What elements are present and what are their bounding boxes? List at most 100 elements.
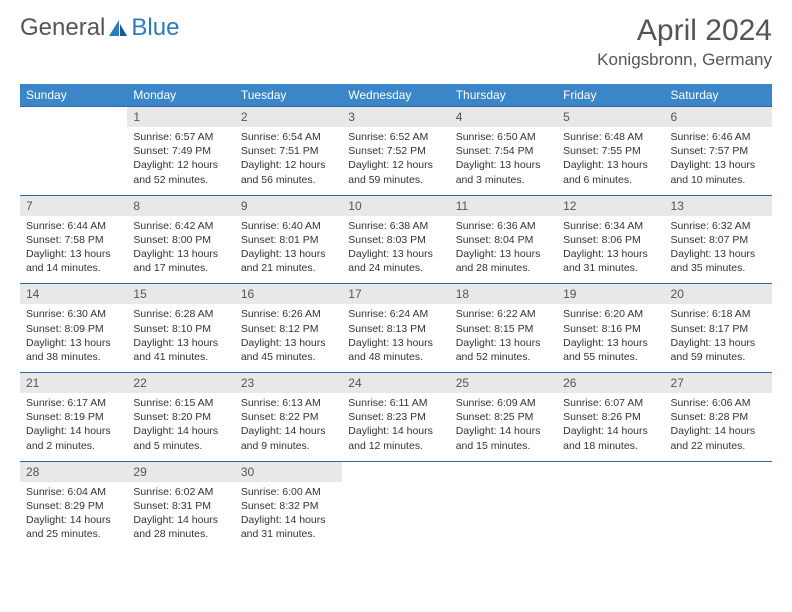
- day-data-cell: Sunrise: 6:13 AMSunset: 8:22 PMDaylight:…: [235, 393, 342, 461]
- day-data-cell: Sunrise: 6:36 AMSunset: 8:04 PMDaylight:…: [450, 216, 557, 284]
- weekday-header: Tuesday: [235, 84, 342, 107]
- logo-sail-icon: [107, 18, 129, 38]
- sunrise-line: Sunrise: 6:46 AM: [671, 130, 766, 144]
- sunset-line: Sunset: 8:12 PM: [241, 322, 336, 336]
- daylight-line: Daylight: 13 hours and 10 minutes.: [671, 158, 766, 186]
- day-data-cell: Sunrise: 6:20 AMSunset: 8:16 PMDaylight:…: [557, 304, 664, 372]
- month-title: April 2024: [597, 14, 772, 48]
- sunrise-line: Sunrise: 6:02 AM: [133, 485, 228, 499]
- day-number-cell: 20: [665, 284, 772, 305]
- day-number-cell: 19: [557, 284, 664, 305]
- daylight-line: Daylight: 13 hours and 3 minutes.: [456, 158, 551, 186]
- sunset-line: Sunset: 7:49 PM: [133, 144, 228, 158]
- day-number-cell: 15: [127, 284, 234, 305]
- sunrise-line: Sunrise: 6:52 AM: [348, 130, 443, 144]
- sunrise-line: Sunrise: 6:24 AM: [348, 307, 443, 321]
- day-number-row: 78910111213: [20, 195, 772, 216]
- day-data-cell: Sunrise: 6:09 AMSunset: 8:25 PMDaylight:…: [450, 393, 557, 461]
- day-number-cell: 16: [235, 284, 342, 305]
- sunset-line: Sunset: 8:06 PM: [563, 233, 658, 247]
- day-number-row: 123456: [20, 107, 772, 128]
- day-data-cell: Sunrise: 6:22 AMSunset: 8:15 PMDaylight:…: [450, 304, 557, 372]
- daylight-line: Daylight: 13 hours and 24 minutes.: [348, 247, 443, 275]
- day-number-cell: [557, 461, 664, 482]
- day-number-cell: 4: [450, 107, 557, 128]
- day-number-cell: 1: [127, 107, 234, 128]
- day-number-cell: 28: [20, 461, 127, 482]
- sunrise-line: Sunrise: 6:20 AM: [563, 307, 658, 321]
- day-number-cell: 26: [557, 373, 664, 394]
- daylight-line: Daylight: 14 hours and 9 minutes.: [241, 424, 336, 452]
- day-data-row: Sunrise: 6:57 AMSunset: 7:49 PMDaylight:…: [20, 127, 772, 195]
- daylight-line: Daylight: 13 hours and 59 minutes.: [671, 336, 766, 364]
- sunrise-line: Sunrise: 6:50 AM: [456, 130, 551, 144]
- logo-text-2: Blue: [131, 14, 179, 42]
- day-number-cell: 7: [20, 195, 127, 216]
- daylight-line: Daylight: 13 hours and 48 minutes.: [348, 336, 443, 364]
- sunset-line: Sunset: 8:07 PM: [671, 233, 766, 247]
- day-number-cell: 11: [450, 195, 557, 216]
- sunrise-line: Sunrise: 6:13 AM: [241, 396, 336, 410]
- day-number-cell: 9: [235, 195, 342, 216]
- sunset-line: Sunset: 8:20 PM: [133, 410, 228, 424]
- sunset-line: Sunset: 8:28 PM: [671, 410, 766, 424]
- daylight-line: Daylight: 13 hours and 41 minutes.: [133, 336, 228, 364]
- sunrise-line: Sunrise: 6:44 AM: [26, 219, 121, 233]
- header: General Blue April 2024 Konigsbronn, Ger…: [20, 14, 772, 70]
- day-data-cell: Sunrise: 6:40 AMSunset: 8:01 PMDaylight:…: [235, 216, 342, 284]
- daylight-line: Daylight: 14 hours and 12 minutes.: [348, 424, 443, 452]
- day-number-cell: 21: [20, 373, 127, 394]
- day-number-cell: 2: [235, 107, 342, 128]
- sunrise-line: Sunrise: 6:09 AM: [456, 396, 551, 410]
- day-number-cell: 30: [235, 461, 342, 482]
- day-number-row: 21222324252627: [20, 373, 772, 394]
- day-number-cell: 22: [127, 373, 234, 394]
- daylight-line: Daylight: 13 hours and 52 minutes.: [456, 336, 551, 364]
- daylight-line: Daylight: 14 hours and 25 minutes.: [26, 513, 121, 541]
- day-data-cell: Sunrise: 6:30 AMSunset: 8:09 PMDaylight:…: [20, 304, 127, 372]
- day-number-cell: 14: [20, 284, 127, 305]
- day-number-cell: 8: [127, 195, 234, 216]
- day-number-cell: [342, 461, 449, 482]
- sunset-line: Sunset: 8:25 PM: [456, 410, 551, 424]
- day-data-cell: Sunrise: 6:38 AMSunset: 8:03 PMDaylight:…: [342, 216, 449, 284]
- day-number-cell: [20, 107, 127, 128]
- day-data-cell: Sunrise: 6:34 AMSunset: 8:06 PMDaylight:…: [557, 216, 664, 284]
- day-number-cell: 10: [342, 195, 449, 216]
- daylight-line: Daylight: 12 hours and 56 minutes.: [241, 158, 336, 186]
- sunset-line: Sunset: 8:26 PM: [563, 410, 658, 424]
- daylight-line: Daylight: 13 hours and 31 minutes.: [563, 247, 658, 275]
- sunset-line: Sunset: 7:54 PM: [456, 144, 551, 158]
- day-data-cell: [20, 127, 127, 195]
- day-data-cell: Sunrise: 6:54 AMSunset: 7:51 PMDaylight:…: [235, 127, 342, 195]
- sunset-line: Sunset: 8:10 PM: [133, 322, 228, 336]
- day-data-cell: Sunrise: 6:42 AMSunset: 8:00 PMDaylight:…: [127, 216, 234, 284]
- weekday-header: Sunday: [20, 84, 127, 107]
- daylight-line: Daylight: 14 hours and 18 minutes.: [563, 424, 658, 452]
- day-data-cell: Sunrise: 6:28 AMSunset: 8:10 PMDaylight:…: [127, 304, 234, 372]
- sunrise-line: Sunrise: 6:22 AM: [456, 307, 551, 321]
- day-data-cell: Sunrise: 6:06 AMSunset: 8:28 PMDaylight:…: [665, 393, 772, 461]
- weekday-header: Monday: [127, 84, 234, 107]
- sunset-line: Sunset: 8:03 PM: [348, 233, 443, 247]
- weekday-header-row: SundayMondayTuesdayWednesdayThursdayFrid…: [20, 84, 772, 107]
- sunset-line: Sunset: 7:58 PM: [26, 233, 121, 247]
- daylight-line: Daylight: 13 hours and 55 minutes.: [563, 336, 658, 364]
- daylight-line: Daylight: 14 hours and 22 minutes.: [671, 424, 766, 452]
- weekday-header: Saturday: [665, 84, 772, 107]
- day-data-cell: Sunrise: 6:11 AMSunset: 8:23 PMDaylight:…: [342, 393, 449, 461]
- sunrise-line: Sunrise: 6:11 AM: [348, 396, 443, 410]
- sunrise-line: Sunrise: 6:07 AM: [563, 396, 658, 410]
- daylight-line: Daylight: 13 hours and 6 minutes.: [563, 158, 658, 186]
- daylight-line: Daylight: 14 hours and 28 minutes.: [133, 513, 228, 541]
- sunset-line: Sunset: 8:17 PM: [671, 322, 766, 336]
- day-number-cell: 6: [665, 107, 772, 128]
- day-number-row: 14151617181920: [20, 284, 772, 305]
- day-number-cell: 24: [342, 373, 449, 394]
- daylight-line: Daylight: 13 hours and 45 minutes.: [241, 336, 336, 364]
- day-number-cell: 29: [127, 461, 234, 482]
- sunset-line: Sunset: 8:15 PM: [456, 322, 551, 336]
- day-number-cell: 17: [342, 284, 449, 305]
- daylight-line: Daylight: 13 hours and 38 minutes.: [26, 336, 121, 364]
- daylight-line: Daylight: 14 hours and 2 minutes.: [26, 424, 121, 452]
